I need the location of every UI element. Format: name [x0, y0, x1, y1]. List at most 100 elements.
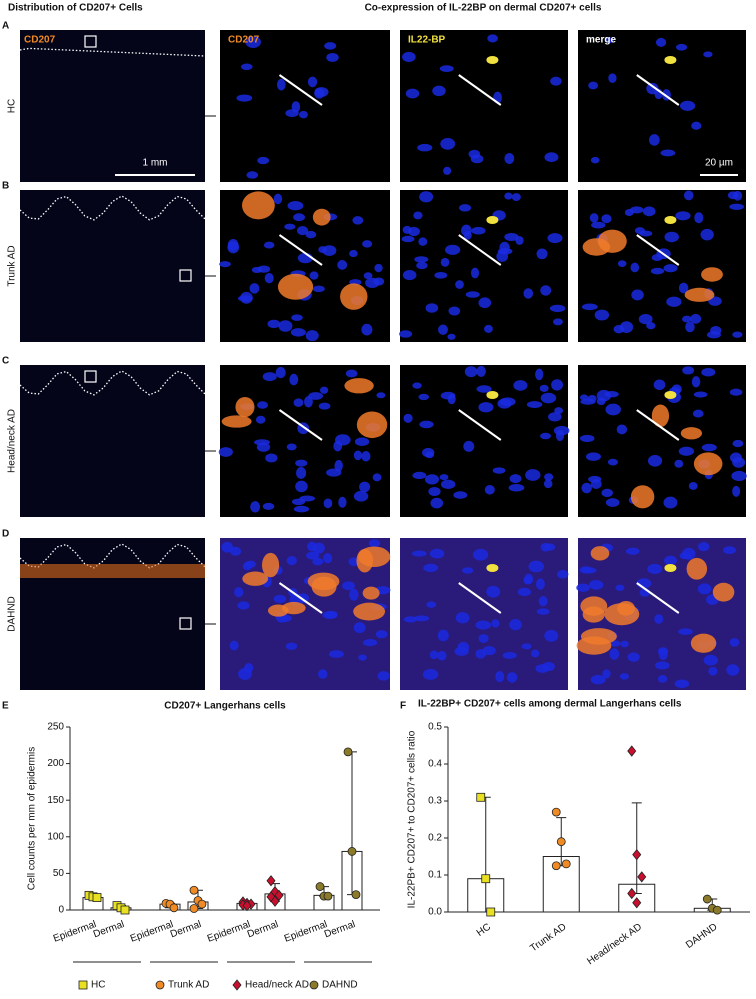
panel-letter: A: [2, 21, 9, 32]
data-point: [627, 745, 637, 757]
nucleus: [245, 560, 256, 568]
nucleus: [432, 85, 446, 97]
nucleus: [679, 100, 696, 111]
nucleus: [342, 581, 355, 591]
nucleus: [691, 121, 702, 130]
nucleus: [657, 674, 668, 683]
nucleus: [237, 601, 250, 610]
overview-image: [20, 190, 205, 342]
nucleus: [590, 674, 606, 685]
nucleus: [299, 110, 308, 119]
il22bp-signal: [486, 216, 499, 224]
nucleus: [443, 166, 452, 175]
nucleus: [484, 485, 495, 495]
cd207-cell: [580, 628, 617, 645]
nucleus: [576, 583, 590, 592]
nucleus: [267, 319, 281, 329]
nucleus: [362, 240, 373, 248]
nucleus: [627, 652, 640, 662]
nucleus: [638, 314, 653, 325]
nucleus: [412, 382, 422, 389]
data-point: [712, 905, 722, 915]
nucleus: [615, 584, 625, 591]
nucleus: [440, 391, 456, 400]
nucleus: [422, 668, 439, 680]
legend-marker: [78, 980, 88, 990]
nucleus: [440, 257, 450, 267]
nucleus: [547, 233, 563, 244]
nucleus: [523, 288, 534, 299]
nucleus: [517, 587, 531, 597]
inset-box: [179, 617, 192, 630]
data-point: [551, 807, 561, 817]
nucleus: [291, 314, 303, 321]
y-tick-label: 0.4: [428, 759, 442, 770]
nucleus: [509, 619, 522, 631]
nucleus: [337, 259, 348, 270]
nucleus: [726, 664, 740, 676]
nucleus: [373, 277, 385, 286]
il22bp-signal: [486, 391, 499, 399]
nucleus: [263, 241, 275, 249]
nucleus: [591, 221, 606, 229]
scale-label: 20 µm: [705, 158, 733, 169]
x-tick-label: DAHND: [684, 922, 719, 951]
data-point: [92, 893, 102, 902]
legend-marker: [309, 980, 319, 990]
row-label: HC: [7, 99, 18, 113]
panel-letter: D: [2, 529, 9, 540]
nucleus: [610, 640, 621, 647]
nucleus: [254, 439, 270, 446]
nucleus: [334, 460, 343, 472]
channel-label: merge: [586, 35, 616, 46]
epidermis-line: [19, 195, 206, 221]
nucleus: [429, 548, 445, 559]
nucleus: [335, 434, 351, 446]
nucleus: [289, 373, 299, 386]
nucleus: [439, 474, 449, 481]
legend-label: HC: [91, 980, 105, 991]
nucleus: [423, 563, 439, 573]
nucleus: [425, 451, 434, 459]
nucleus: [453, 491, 468, 499]
nucleus: [465, 291, 480, 298]
cd207-cell: [353, 602, 386, 621]
nucleus: [462, 567, 474, 574]
nucleus: [538, 595, 548, 607]
nucleus: [470, 154, 484, 164]
cd207-cell: [356, 411, 388, 439]
nucleus: [273, 594, 287, 603]
nucleus: [476, 365, 486, 377]
nucleus: [581, 303, 598, 311]
row-label: Trunk AD: [7, 245, 18, 286]
pointer-arrow: [458, 74, 502, 106]
nucleus: [234, 587, 244, 598]
chart-title: IL-22BP+ CD207+ cells among dermal Lange…: [418, 699, 682, 710]
nucleus: [581, 482, 592, 494]
nucleus: [440, 137, 456, 150]
nucleus: [418, 393, 429, 401]
nucleus: [487, 34, 498, 43]
legend-marker: [155, 980, 165, 990]
nucleus: [308, 392, 323, 400]
nucleus: [312, 285, 325, 293]
cd207-cell: [235, 396, 255, 418]
data-point: [351, 890, 361, 900]
nucleus: [470, 267, 480, 279]
pointer-arrow: [278, 409, 323, 441]
nucleus: [733, 190, 743, 201]
cd207-cell: [590, 546, 610, 561]
nucleus: [693, 391, 708, 398]
nucleus: [361, 451, 371, 462]
nucleus: [525, 469, 541, 481]
nucleus: [664, 555, 677, 566]
nucleus: [475, 620, 492, 630]
cd207-cell: [686, 557, 708, 580]
nucleus: [306, 551, 320, 560]
nucleus: [732, 331, 743, 338]
nucleus: [703, 654, 718, 666]
nucleus: [664, 231, 679, 243]
nucleus: [405, 88, 420, 99]
nucleus: [286, 443, 297, 451]
cd207-cell: [241, 191, 275, 220]
